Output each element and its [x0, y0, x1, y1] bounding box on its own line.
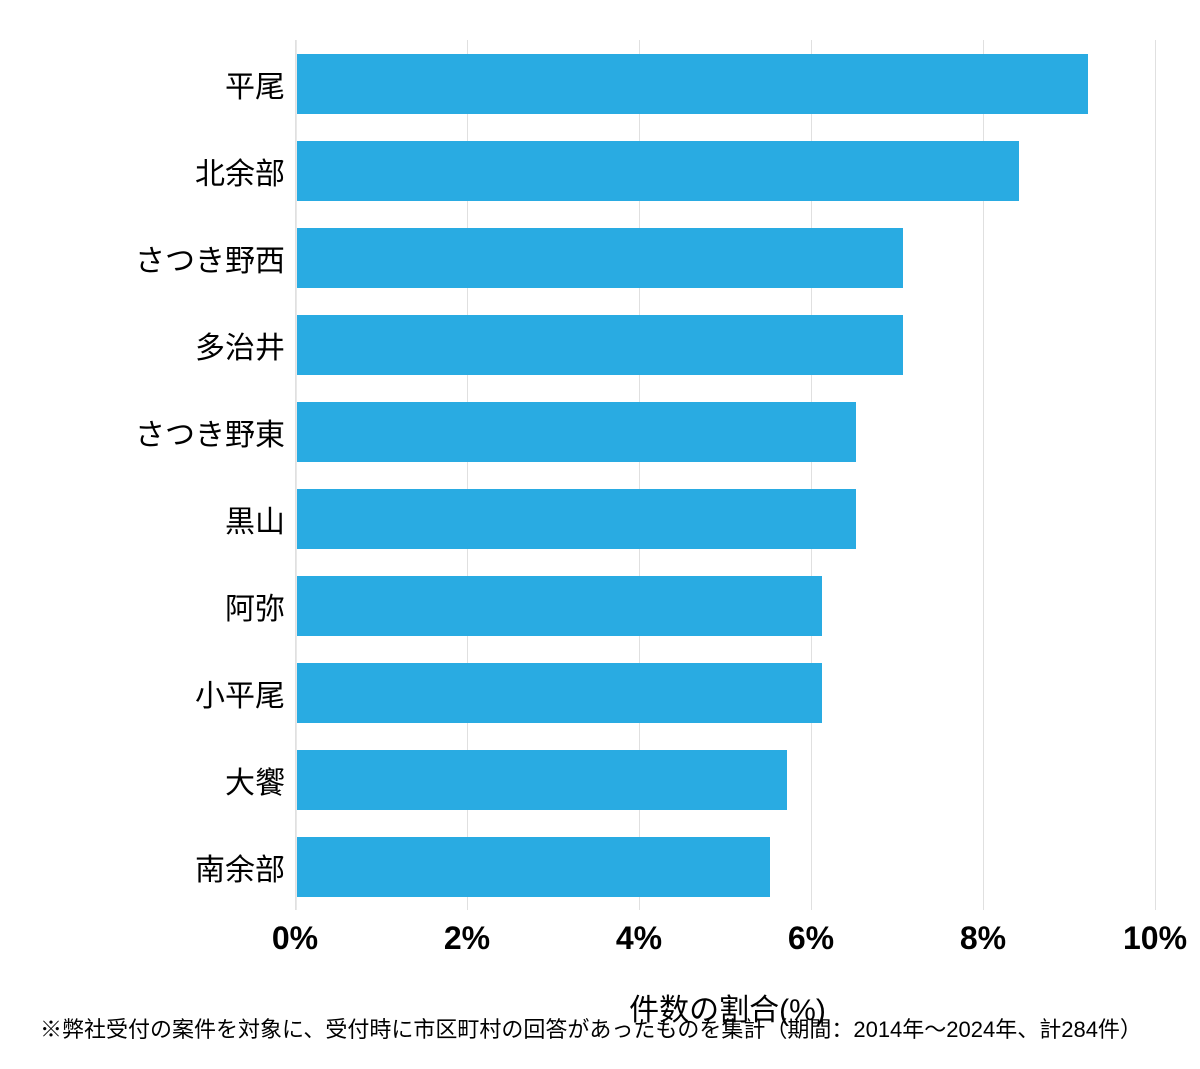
- y-axis-label: さつき野西: [135, 236, 285, 280]
- x-tick-label: 0%: [272, 920, 318, 957]
- bar: [297, 576, 822, 636]
- bar-row: 大饗: [40, 736, 1160, 823]
- bar-row: 多治井: [40, 301, 1160, 388]
- bar-row: 平尾: [40, 40, 1160, 127]
- y-axis-label: 小平尾: [195, 671, 285, 715]
- bar: [297, 141, 1019, 201]
- y-axis-label: 阿弥: [225, 584, 285, 628]
- bar: [297, 663, 822, 723]
- bar-row: 南余部: [40, 823, 1160, 910]
- bar: [297, 837, 770, 897]
- y-axis-label: 多治井: [195, 323, 285, 367]
- y-axis-label: 平尾: [225, 62, 285, 106]
- bar-row: 阿弥: [40, 562, 1160, 649]
- bar-row: さつき野東: [40, 388, 1160, 475]
- x-tick-label: 6%: [788, 920, 834, 957]
- y-axis-label: 大饗: [225, 758, 285, 802]
- bar: [297, 489, 856, 549]
- chart-footnote: ※弊社受付の案件を対象に、受付時に市区町村の回答があったものを集計（期間：201…: [40, 1012, 1142, 1044]
- bar-row: 小平尾: [40, 649, 1160, 736]
- bar: [297, 228, 903, 288]
- bar: [297, 54, 1088, 114]
- y-axis-label: 黒山: [225, 497, 285, 541]
- bar: [297, 402, 856, 462]
- x-tick-label: 8%: [960, 920, 1006, 957]
- bar: [297, 315, 903, 375]
- y-axis-label: 南余部: [195, 845, 285, 889]
- bar-row: 北余部: [40, 127, 1160, 214]
- y-axis-label: さつき野東: [135, 410, 285, 454]
- y-axis-label: 北余部: [195, 149, 285, 193]
- x-tick-label: 2%: [444, 920, 490, 957]
- bar-chart: 平尾北余部さつき野西多治井さつき野東黒山阿弥小平尾大饗南余部 0%2%4%6%8…: [40, 40, 1160, 910]
- bar-row: さつき野西: [40, 214, 1160, 301]
- bar: [297, 750, 787, 810]
- x-tick-label: 4%: [616, 920, 662, 957]
- x-tick-label: 10%: [1123, 920, 1187, 957]
- bar-row: 黒山: [40, 475, 1160, 562]
